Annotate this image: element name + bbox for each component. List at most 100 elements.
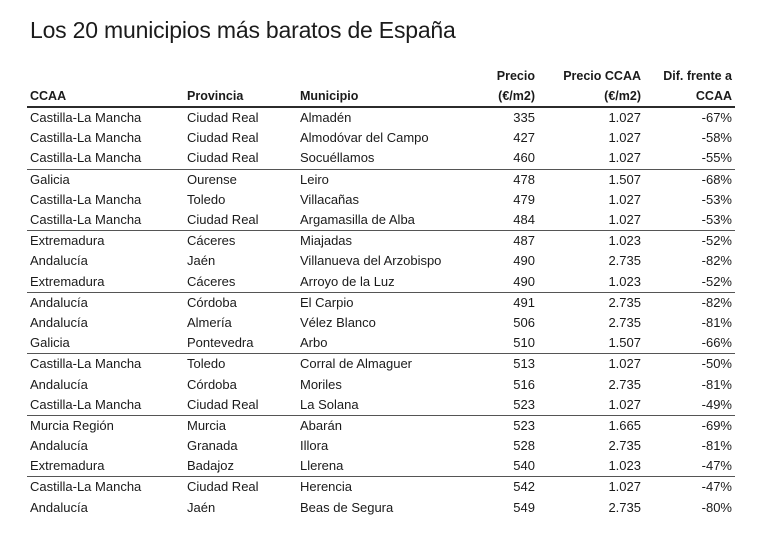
cell-precio-ccaa: 1.507	[608, 171, 641, 187]
cell-precio-ccaa: 1.027	[608, 356, 641, 372]
table-row: Extremadura Cáceres Miajadas 487 1.023 -52%	[27, 231, 735, 252]
header-precio-ccaa: Precio CCAA	[563, 69, 641, 83]
cell-provincia: Jaén	[187, 499, 216, 515]
page-title: Los 20 municipios más baratos de España	[30, 17, 456, 43]
cell-precio-ccaa: 1.027	[538, 148, 644, 170]
cell-precio-ccaa: 1.027	[608, 130, 641, 146]
cell-precio-ccaa: 1.027	[608, 191, 641, 207]
cell-ccaa: Castilla-La Mancha	[30, 356, 142, 372]
table-row: Andalucía Almería Vélez Blanco 506 2.735 -81%	[27, 313, 735, 333]
cell-dif: -52%	[701, 233, 732, 249]
cell-municipio: Herencia	[300, 479, 353, 495]
cell-ccaa: Galicia	[30, 171, 70, 187]
cell-dif: -67%	[701, 110, 732, 126]
cell-provincia: Granada	[187, 438, 238, 454]
cell-precio-ccaa: 2.735	[608, 314, 641, 330]
header-provincia: Provincia	[184, 86, 297, 108]
header-ccaa: CCAA	[27, 86, 184, 108]
cell-precio: 549	[513, 499, 535, 515]
cell-ccaa: Andalucía	[30, 253, 88, 269]
cell-ccaa: Castilla-La Mancha	[30, 130, 142, 146]
cell-ccaa: Extremadura	[27, 456, 184, 478]
cell-municipio: Corral de Almaguer	[300, 356, 412, 372]
table-row: Castilla-La Mancha Toledo Villacañas 479 1.0…	[27, 190, 735, 210]
cell-municipio: El Carpio	[300, 294, 354, 310]
table-row: Castilla-La Mancha Ciudad Real Argamasilla…	[27, 209, 735, 232]
cell-municipio: Vélez Blanco	[300, 314, 376, 330]
header-dif-ccaa: CCAA	[644, 86, 735, 108]
cell-dif: -81%	[701, 376, 732, 392]
cell-municipio: Arbo	[297, 333, 467, 355]
cell-dif: -81%	[701, 314, 732, 330]
cell-precio-ccaa: 2.735	[608, 253, 641, 269]
cell-provincia: Ciudad Real	[187, 479, 259, 495]
cell-provincia: Córdoba	[187, 294, 237, 310]
header-provincia-blank	[184, 66, 297, 86]
cell-ccaa: Castilla-La Mancha	[30, 110, 142, 126]
cell-ccaa: Castilla-La Mancha	[30, 479, 142, 495]
cell-precio: 487	[513, 233, 535, 249]
table-row: Castilla-La Mancha Ciudad Real La Solana 52…	[27, 394, 735, 416]
cell-precio: 528	[513, 438, 535, 454]
header-municipio: Municipio	[297, 86, 467, 108]
cell-precio: 490	[467, 271, 538, 293]
cell-dif: -66%	[644, 333, 735, 355]
cell-ccaa: Castilla-La Mancha	[27, 209, 184, 232]
cell-municipio: Almadén	[300, 110, 352, 126]
cell-precio: 490	[513, 253, 535, 269]
cell-provincia: Ciudad Real	[184, 148, 297, 170]
table-row: Andalucía Jaén Villanueva del Arzobispo 490…	[27, 251, 735, 271]
municipalities-table: Precio Precio CCAA Dif. frente a CCAA Pr…	[27, 66, 735, 518]
cell-municipio: Almodóvar del Campo	[300, 130, 429, 146]
cell-ccaa: Castilla-La Mancha	[30, 191, 142, 207]
table-row: Murcia Región Murcia Abarán 523 1.665 -69%	[27, 415, 735, 436]
header-municipio-blank	[297, 66, 467, 86]
cell-ccaa: Andalucía	[30, 438, 88, 454]
cell-precio: 335	[513, 110, 535, 126]
cell-dif: -81%	[701, 438, 732, 454]
cell-provincia: Ciudad Real	[187, 130, 259, 146]
cell-provincia: Cáceres	[187, 233, 236, 249]
cell-dif: -82%	[701, 294, 732, 310]
cell-provincia: Cáceres	[184, 271, 297, 293]
cell-dif: -55%	[644, 148, 735, 170]
table-row: Galicia Ourense Leiro 478 1.507 -68%	[27, 169, 735, 190]
cell-municipio: Abarán	[300, 417, 342, 433]
table-body: Castilla-La Mancha Ciudad Real Almadén 335 1…	[27, 107, 735, 518]
cell-precio: 523	[513, 417, 535, 433]
cell-ccaa: Extremadura	[30, 233, 105, 249]
cell-precio-ccaa: 1.027	[538, 209, 644, 232]
table-row: Castilla-La Mancha Ciudad Real Socuéllamos…	[27, 148, 735, 170]
cell-precio: 478	[513, 171, 535, 187]
cell-precio-ccaa: 2.735	[608, 438, 641, 454]
cell-municipio: Llerena	[297, 456, 467, 478]
cell-precio: 510	[467, 333, 538, 355]
cell-precio: 523	[467, 394, 538, 416]
cell-precio-ccaa: 1.027	[538, 394, 644, 416]
cell-provincia: Ciudad Real	[184, 394, 297, 416]
cell-provincia: Jaén	[187, 253, 216, 269]
cell-ccaa: Castilla-La Mancha	[27, 394, 184, 416]
cell-provincia: Ourense	[187, 171, 237, 187]
cell-dif: -80%	[701, 499, 732, 515]
cell-provincia: Badajoz	[184, 456, 297, 478]
cell-precio-ccaa: 1.023	[538, 271, 644, 293]
cell-municipio: La Solana	[297, 394, 467, 416]
cell-precio-ccaa: 2.735	[608, 499, 641, 515]
header-ccaa-blank	[27, 66, 184, 86]
cell-dif: -47%	[644, 456, 735, 478]
cell-precio-ccaa: 1.027	[608, 110, 641, 126]
cell-provincia: Toledo	[187, 356, 226, 372]
table-row: Castilla-La Mancha Ciudad Real Almadén 335 1…	[27, 107, 735, 128]
cell-provincia: Ciudad Real	[184, 209, 297, 232]
cell-municipio: Beas de Segura	[300, 499, 394, 515]
table-row: Castilla-La Mancha Ciudad Real Herencia 542…	[27, 477, 735, 498]
cell-dif: -47%	[701, 479, 732, 495]
cell-precio: 427	[513, 130, 535, 146]
cell-precio-ccaa: 2.735	[608, 376, 641, 392]
header-precio-ccaa-unit: (€/m2)	[538, 86, 644, 108]
cell-provincia: Murcia	[187, 417, 227, 433]
cell-ccaa: Andalucía	[30, 294, 88, 310]
cell-provincia: Almería	[187, 314, 232, 330]
cell-provincia: Toledo	[187, 191, 226, 207]
